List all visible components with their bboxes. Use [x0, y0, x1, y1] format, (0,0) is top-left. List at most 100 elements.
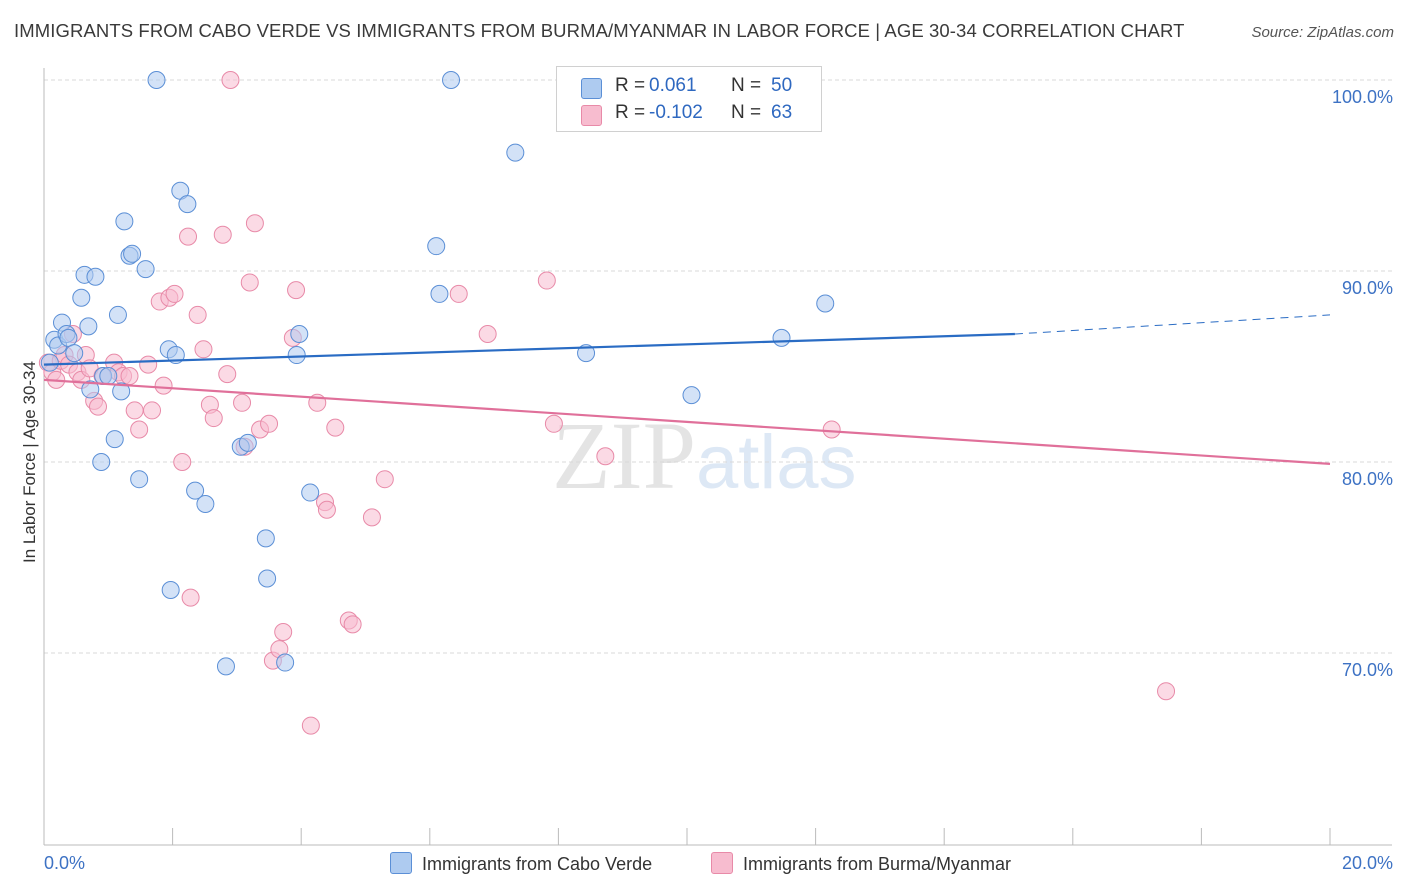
trend-line-cabo-verde	[43, 332, 1015, 366]
stats-legend: R = 0.061 N = 50 R = -0.102 N = 63	[556, 66, 822, 132]
point-burma-18	[125, 401, 144, 420]
legend-swatch-cabo-verde	[581, 78, 602, 99]
point-burma-33	[213, 225, 232, 244]
point-cabo-verde-7	[72, 288, 91, 307]
point-burma-46	[287, 281, 306, 300]
y-tick-label-2: 90.0%	[1342, 278, 1393, 298]
point-cabo-verde-0	[40, 353, 59, 372]
point-burma-23	[154, 376, 173, 395]
point-burma-32	[204, 409, 223, 428]
legend-n-label: N =	[731, 75, 762, 96]
point-burma-17	[120, 367, 139, 386]
point-cabo-verde-23	[147, 71, 166, 89]
point-cabo-verde-39	[301, 483, 320, 502]
point-cabo-verde-41	[430, 284, 449, 303]
bottom-legend-swatch-burma	[711, 852, 733, 874]
point-burma-34	[218, 365, 237, 384]
y-tick-label-3: 100.0%	[1332, 87, 1393, 107]
point-burma-25	[165, 284, 184, 303]
bottom-legend-label-burma: Immigrants from Burma/Myanmar	[743, 854, 1012, 874]
legend-swatch-burma	[581, 105, 602, 126]
point-cabo-verde-36	[276, 653, 295, 672]
point-cabo-verde-20	[123, 244, 142, 263]
legend-r-value: 0.061	[649, 75, 697, 96]
point-burma-35	[221, 71, 240, 89]
legend-n-value: 63	[771, 102, 793, 123]
point-burma-39	[245, 214, 264, 233]
point-burma-20	[139, 355, 158, 374]
point-cabo-verde-46	[772, 328, 791, 347]
point-burma-41	[260, 414, 279, 433]
point-burma-58	[537, 271, 556, 290]
y-axis-label: In Labor Force | Age 30-34	[20, 361, 39, 563]
point-burma-29	[188, 305, 207, 324]
point-cabo-verde-16	[108, 305, 127, 324]
point-cabo-verde-37	[287, 346, 306, 365]
point-burma-63	[1157, 682, 1176, 701]
point-cabo-verde-43	[506, 143, 525, 162]
point-burma-38	[240, 273, 259, 292]
point-burma-19	[130, 420, 149, 439]
grid-lines	[44, 79, 1392, 654]
bottom-legend-label-cabo-verde: Immigrants from Cabo Verde	[422, 854, 653, 874]
point-cabo-verde-38	[290, 325, 309, 344]
point-burma-30	[194, 340, 213, 359]
point-burma-51	[326, 418, 345, 437]
legend-n-label: N =	[731, 102, 762, 123]
bottom-legend-burma: Immigrants from Burma/Myanmar	[711, 852, 1011, 875]
point-cabo-verde-28	[178, 195, 197, 214]
point-cabo-verde-30	[196, 495, 215, 514]
chart-title: IMMIGRANTS FROM CABO VERDE VS IMMIGRANTS…	[14, 20, 1185, 41]
point-burma-54	[362, 508, 381, 527]
x-tick-label-1: 20.0%	[1342, 853, 1393, 873]
point-cabo-verde-21	[130, 470, 149, 489]
point-cabo-verde-29	[186, 481, 205, 500]
bottom-legend-cabo-verde: Immigrants from Cabo Verde	[390, 852, 652, 875]
point-burma-28	[181, 588, 200, 607]
point-cabo-verde-25	[161, 580, 180, 599]
point-cabo-verde-22	[136, 260, 155, 279]
point-burma-57	[478, 325, 497, 344]
point-burma-50	[317, 500, 336, 519]
point-burma-21	[143, 401, 162, 420]
point-cabo-verde-11	[86, 267, 105, 286]
point-cabo-verde-17	[112, 382, 131, 401]
series-cabo-verde-points	[40, 71, 835, 676]
point-cabo-verde-12	[92, 453, 111, 471]
point-burma-53	[343, 615, 362, 634]
y-tick-label-1: 80.0%	[1342, 469, 1393, 489]
x-tick-label-0: 0.0%	[44, 853, 85, 873]
point-cabo-verde-33	[238, 433, 257, 452]
point-cabo-verde-9	[79, 317, 98, 336]
point-burma-12	[89, 397, 108, 416]
point-burma-27	[179, 227, 198, 246]
point-cabo-verde-10	[81, 380, 100, 399]
point-burma-56	[449, 284, 468, 303]
tick-labels: 70.0% 80.0% 90.0% 100.0% 0.0% 20.0%	[44, 87, 1393, 873]
point-cabo-verde-35	[258, 569, 277, 588]
point-cabo-verde-6	[65, 344, 84, 363]
trend-line-cabo-verde-extension	[1014, 314, 1331, 335]
legend-r-value: -0.102	[649, 102, 703, 123]
point-burma-47	[301, 716, 320, 735]
point-cabo-verde-5	[59, 328, 78, 347]
point-burma-44	[274, 622, 293, 641]
point-burma-55	[375, 470, 394, 489]
point-burma-60	[596, 447, 615, 466]
point-cabo-verde-44	[577, 344, 596, 363]
point-burma-36	[233, 393, 252, 412]
legend-n-value: 50	[771, 75, 793, 96]
bottom-legend-swatch-cabo-verde	[390, 852, 412, 874]
trend-line-burma	[43, 378, 1331, 466]
source-credit: Source: ZipAtlas.com	[1251, 24, 1394, 41]
point-cabo-verde-31	[216, 657, 235, 676]
point-cabo-verde-40	[427, 237, 446, 256]
point-cabo-verde-34	[256, 529, 275, 548]
point-cabo-verde-14	[99, 367, 118, 386]
point-burma-62	[822, 420, 841, 439]
point-cabo-verde-15	[105, 430, 124, 449]
legend-r-label: R =	[615, 75, 646, 96]
point-cabo-verde-18	[115, 212, 134, 231]
y-tick-label-0: 70.0%	[1342, 660, 1393, 680]
